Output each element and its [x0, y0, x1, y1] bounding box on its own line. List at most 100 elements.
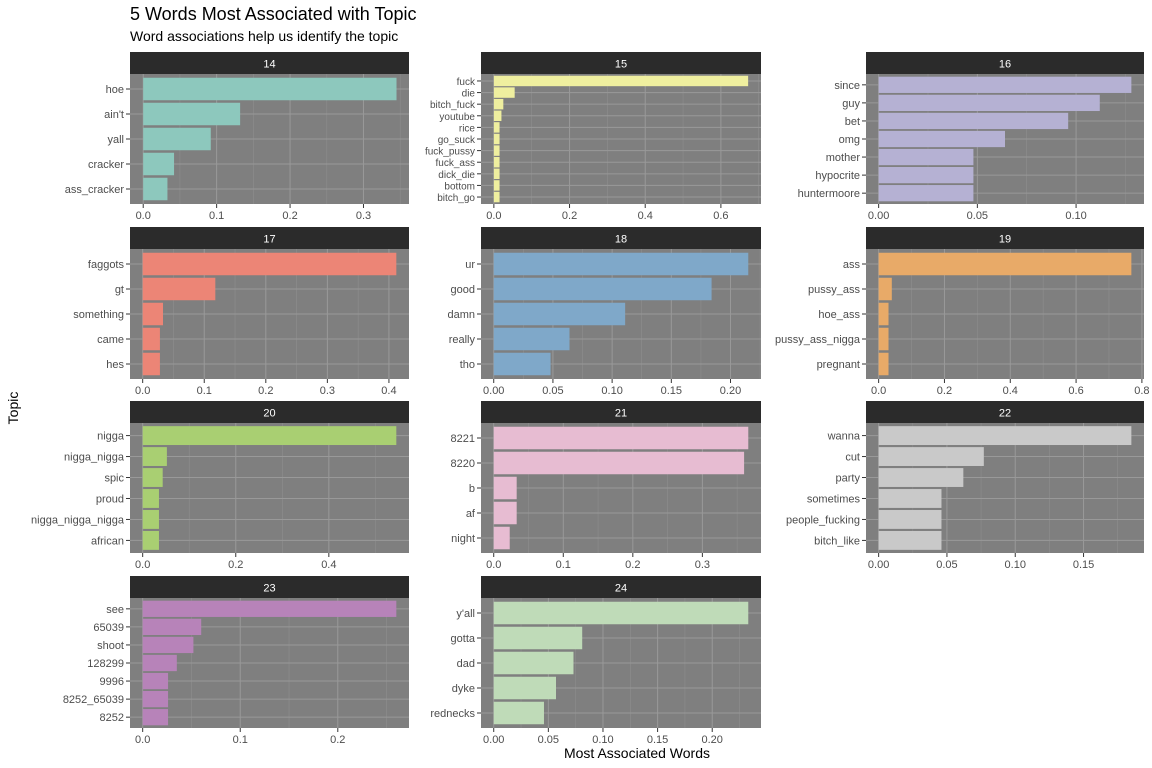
facets: 14 0.0 0.1 0.2 0.3 hoe ain't yall cracker ass_cra…: [31, 52, 1150, 746]
bar: [878, 530, 942, 550]
x-tick-label: 0.4: [381, 385, 396, 397]
bar: [493, 122, 500, 133]
bar: [142, 690, 169, 708]
bar: [493, 252, 749, 276]
y-tick-label: really: [449, 334, 476, 346]
bar: [493, 501, 517, 525]
facet-strip: [866, 401, 1144, 423]
x-tick-label: 0.1: [197, 385, 212, 397]
x-tick-label: 0.0: [135, 734, 150, 746]
y-tick-label: ur: [465, 259, 475, 271]
y-tick-label: see: [106, 604, 124, 616]
facet-18: 18 0.00 0.05 0.10 0.15 0.20 ur good damn really th…: [447, 227, 761, 397]
x-tick-label: 0.10: [1065, 210, 1086, 222]
y-tick-label: wanna: [827, 431, 861, 443]
bar: [493, 601, 749, 625]
x-tick-label: 0.2: [258, 385, 273, 397]
bar: [493, 676, 556, 700]
bar: [493, 156, 500, 168]
x-tick-label: 0.4: [638, 210, 653, 222]
bar: [142, 510, 159, 529]
y-tick-label: go_suck: [438, 135, 476, 146]
facet-strip-label: 21: [615, 408, 627, 420]
bar: [493, 110, 502, 122]
bar: [142, 530, 159, 550]
x-tick-label: 0.2: [282, 210, 297, 222]
x-tick-label: 0.05: [538, 734, 559, 746]
y-tick-label: youtube: [439, 112, 475, 123]
x-tick-label: 0.15: [661, 385, 682, 397]
y-tick-label: af: [466, 508, 476, 520]
bar: [143, 102, 241, 126]
y-tick-label: bitch_like: [814, 535, 860, 547]
facet-strip-label: 24: [615, 583, 627, 595]
y-tick-label: nigga_nigga: [64, 452, 125, 464]
x-tick-label: 0.00: [868, 559, 889, 571]
bar: [493, 168, 500, 180]
x-tick-label: 0.15: [647, 734, 668, 746]
y-tick-label: bet: [845, 116, 860, 128]
y-tick-label: came: [97, 334, 124, 346]
bar: [493, 426, 749, 450]
y-tick-label: rice: [459, 123, 476, 134]
facet-22: 22 0.00 0.05 0.10 0.15 wanna cut party sometimes…: [786, 401, 1144, 571]
y-tick-label: yall: [107, 134, 124, 146]
bar: [142, 252, 397, 276]
x-tick-label: 0.10: [1005, 559, 1026, 571]
y-tick-label: bottom: [444, 181, 475, 192]
y-tick-label: good: [451, 284, 475, 296]
x-tick-label: 0.00: [868, 210, 889, 222]
y-tick-label: 8252: [100, 712, 124, 724]
bar: [493, 145, 500, 156]
facet-strip-label: 15: [615, 59, 627, 71]
bar: [143, 177, 168, 201]
y-tick-label: people_fucking: [786, 514, 860, 526]
x-tick-label: 0.20: [720, 385, 741, 397]
facet-14: 14 0.0 0.1 0.2 0.3 hoe ain't yall cracker ass_cra…: [65, 52, 409, 222]
y-tick-label: gotta: [451, 633, 476, 645]
bar: [142, 600, 397, 617]
x-tick-label: 0.3: [695, 559, 710, 571]
x-tick-label: 0.20: [702, 734, 723, 746]
bar: [878, 277, 892, 301]
y-tick-label: sometimes: [807, 493, 861, 505]
facet-strip: [130, 227, 409, 249]
y-tick-label: tho: [460, 359, 475, 371]
y-tick-label: fuck_pussy: [425, 147, 475, 158]
bar: [493, 701, 544, 725]
bar: [878, 327, 889, 351]
x-tick-label: 0.0: [136, 210, 151, 222]
y-tick-label: bitch_fuck: [430, 100, 476, 111]
y-tick-label: hes: [106, 359, 124, 371]
x-tick-label: 0.15: [1073, 559, 1094, 571]
facet-16: 16 0.00 0.05 0.10 since guy bet omg mother hypocr…: [798, 52, 1144, 222]
y-tick-label: pussy_ass_nigga: [775, 334, 861, 346]
bar: [493, 451, 745, 475]
y-tick-label: dad: [457, 658, 475, 670]
bar: [878, 352, 889, 376]
x-tick-label: 0.2: [625, 559, 640, 571]
y-tick-label: dyke: [452, 683, 475, 695]
bar: [142, 654, 177, 672]
y-tick-label: spic: [104, 473, 124, 485]
x-tick-label: 0.10: [592, 734, 613, 746]
y-tick-label: 8221: [451, 433, 475, 445]
bar: [878, 468, 964, 487]
x-tick-label: 0.10: [601, 385, 622, 397]
facet-strip-label: 22: [999, 408, 1011, 420]
bar: [878, 489, 942, 508]
y-tick-label: nigga_nigga_nigga: [31, 514, 125, 526]
facet-strip: [866, 227, 1144, 249]
y-tick-label: fuck_ass: [436, 158, 475, 169]
bar: [142, 709, 169, 726]
facet-strip: [481, 52, 761, 74]
bar: [493, 526, 510, 550]
bar: [142, 636, 194, 654]
y-tick-label: 128299: [87, 658, 124, 670]
bar: [493, 626, 583, 650]
bar: [142, 672, 169, 690]
y-tick-label: die: [462, 89, 476, 100]
facet-strip-label: 16: [999, 59, 1011, 71]
x-tick-label: 0.2: [330, 734, 345, 746]
